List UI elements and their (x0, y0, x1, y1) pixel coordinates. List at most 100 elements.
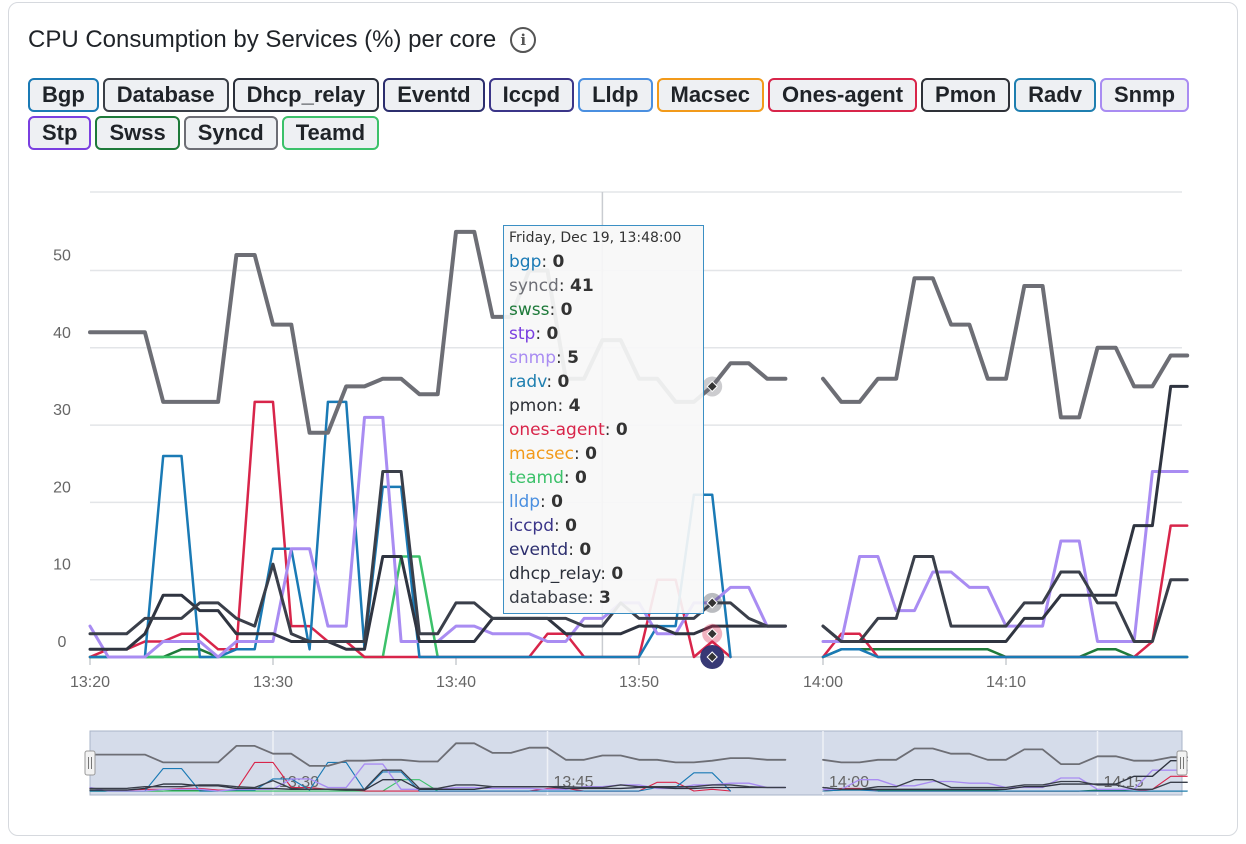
tooltip-series-value: 41 (569, 276, 594, 296)
legend-chip-iccpd[interactable]: Iccpd (488, 78, 575, 112)
tooltip-series-name: teamd (509, 468, 564, 488)
series-line-pmon-seg-1 (821, 555, 1189, 643)
y-tick-label: 30 (53, 402, 71, 419)
tooltip-row-snmp: snmp: 5 (509, 348, 579, 368)
tooltip-series-value: 0 (611, 564, 624, 584)
x-tick-label: 13:30 (253, 674, 293, 691)
y-tick-label: 0 (58, 634, 67, 651)
navigator-line-syncd-seg-0 (89, 742, 787, 767)
series-line-bgp-seg-1 (821, 648, 1189, 659)
legend-chip-teamd[interactable]: Teamd (281, 116, 380, 150)
navigator-line-pmon-seg-0 (89, 769, 787, 790)
navigator: 13:30 13:45 14:00 14:15 (84, 730, 1189, 796)
legend-chip-macsec[interactable]: Macsec (656, 78, 765, 112)
x-tick-label: 13:50 (619, 674, 659, 691)
navigator-handle-right[interactable] (1176, 750, 1188, 776)
series-line-bgp-seg-0 (88, 400, 732, 659)
tooltip-series-name: macsec (509, 444, 574, 464)
tooltip-series-name: swss (509, 300, 550, 320)
chart-title-row: CPU Consumption by Services (%) per core… (28, 26, 537, 54)
tooltip-row-iccpd: iccpd: 0 (509, 516, 577, 536)
tooltip-series-value: 0 (575, 468, 587, 488)
hover-marker (706, 628, 718, 640)
tooltip-series-name: iccpd (509, 516, 554, 536)
y-tick-label: 50 (53, 248, 71, 265)
legend-chip-radv[interactable]: Radv (1014, 78, 1096, 112)
series-line-syncd-seg-1 (821, 276, 1190, 420)
tooltip-row-eventd: eventd: 0 (509, 540, 592, 560)
navigator-line-database-seg-1 (822, 760, 1188, 790)
y-tick-label: 20 (53, 479, 71, 496)
tooltip-series-value: 0 (615, 420, 628, 440)
tooltip-series-name: lldp (509, 492, 541, 512)
navigator-handle-left[interactable] (84, 750, 96, 776)
tooltip-series-name: stp (509, 324, 536, 344)
tooltip-row-teamd: teamd: 0 (509, 468, 587, 488)
tooltip-series-value: 0 (557, 372, 570, 392)
tooltip-row-stp: stp: 0 (509, 324, 559, 344)
tooltip-series-value: 0 (551, 492, 564, 512)
tooltip-series-name: eventd (509, 540, 569, 560)
tooltip-row-database: database: 3 (509, 588, 611, 608)
y-tick-label: 40 (53, 325, 71, 342)
legend-chip-lldp[interactable]: Lldp (578, 78, 653, 112)
navigator-line-bgp-seg-1 (822, 789, 1188, 792)
tooltip-series-value: 0 (552, 252, 565, 272)
series-line-pmon-seg-0 (88, 470, 787, 643)
tooltip-series-value: 0 (565, 516, 577, 536)
legend-chip-snmp[interactable]: Snmp (1099, 78, 1190, 112)
tooltip-series-name: ones-agent (509, 420, 605, 440)
legend-chip-pmon[interactable]: Pmon (921, 78, 1011, 112)
series-group (88, 229, 1190, 659)
tooltip-series-value: 3 (598, 588, 611, 608)
tooltip-series-value: 0 (560, 300, 573, 320)
x-tick-label: 13:40 (436, 674, 476, 691)
info-icon[interactable]: i (510, 27, 537, 53)
hover-marker (706, 651, 718, 663)
navigator-line-syncd-seg-1 (822, 747, 1189, 765)
tooltip-row-macsec: macsec: 0 (509, 444, 597, 464)
tooltip-series-value: 0 (579, 540, 592, 560)
tooltip-series-value: 5 (567, 348, 579, 368)
tooltip-series-value: 4 (568, 396, 581, 416)
x-tick-label: 14:10 (986, 674, 1026, 691)
chart-tooltip: Friday, Dec 19, 13:48:00 bgp: 0 syncd: 41… (503, 225, 704, 614)
hover-marker (706, 380, 718, 393)
tooltip-row-swss: swss: 0 (509, 300, 573, 320)
tooltip-row-pmon: pmon: 4 (509, 396, 581, 416)
tooltip-series-name: syncd (509, 276, 559, 296)
tooltip-series-name: radv (509, 372, 547, 392)
series-line-snmp-seg-1 (821, 470, 1189, 643)
legend-chip-syncd[interactable]: Syncd (183, 116, 278, 150)
x-tick-label: 14:00 (803, 674, 843, 691)
legend-chip-dhcp_relay[interactable]: Dhcp_relay (232, 78, 380, 112)
tooltip-row-lldp: lldp: 0 (509, 492, 564, 512)
x-tick-label: 13:20 (70, 674, 110, 691)
legend-chip-swss[interactable]: Swss (95, 116, 180, 150)
tooltip-series-name: pmon (509, 396, 558, 416)
series-line-database-seg-1 (821, 384, 1189, 643)
tooltip-series-name: snmp (509, 348, 556, 368)
tooltip-row-bgp: bgp: 0 (509, 252, 565, 272)
y-tick-label: 10 (53, 557, 71, 574)
tooltip-row-radv: radv: 0 (509, 372, 570, 392)
chart-title: CPU Consumption by Services (%) per core (28, 26, 497, 53)
legend-chip-stp[interactable]: Stp (28, 116, 92, 150)
tooltip-series-name: database (509, 588, 588, 608)
navigator-line-database-seg-0 (89, 779, 787, 791)
legend-chip-eventd[interactable]: Eventd (383, 78, 485, 112)
legend-chip-bgp[interactable]: Bgp (28, 78, 99, 112)
series-line-database-seg-0 (88, 555, 787, 651)
tooltip-header: Friday, Dec 19, 13:48:00 (509, 230, 682, 246)
legend-chip-ones-agent[interactable]: Ones-agent (768, 78, 918, 112)
legend-chip-database[interactable]: Database (102, 78, 229, 112)
navigator-tick-label: 14:15 (1104, 774, 1144, 791)
tooltip-series-name: dhcp_relay (509, 564, 601, 584)
tooltip-row-dhcp_relay: dhcp_relay: 0 (509, 564, 624, 584)
navigator-tick-label: 14:00 (829, 774, 869, 791)
tooltip-row-ones-agent: ones-agent: 0 (509, 420, 628, 440)
navigator-line-pmon-seg-1 (822, 779, 1188, 790)
tooltip-row-syncd: syncd: 41 (509, 276, 594, 296)
tooltip-series-name: bgp (509, 252, 542, 272)
